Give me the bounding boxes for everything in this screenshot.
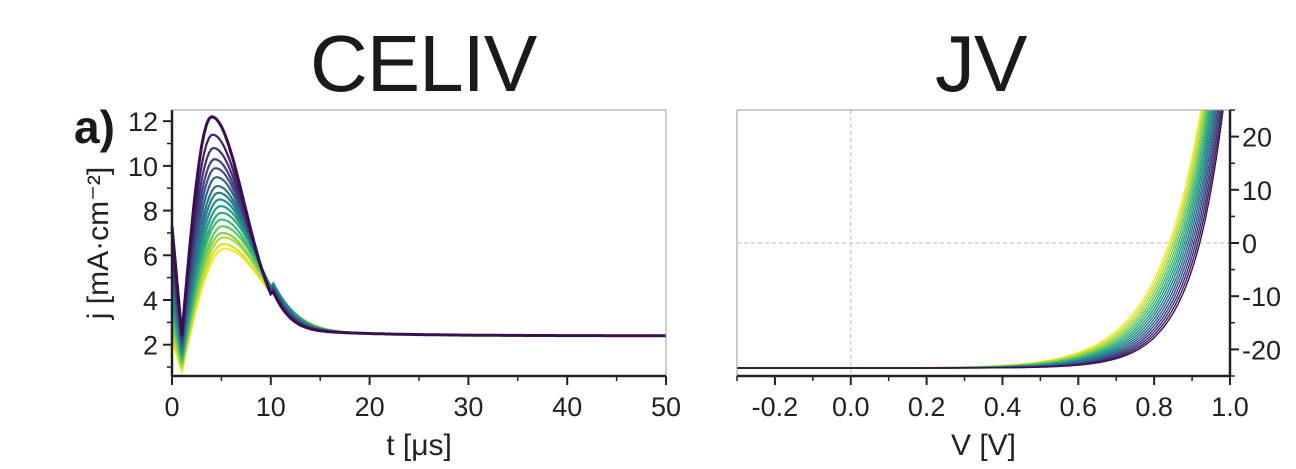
celiv-x-tick-label: 10: [256, 392, 286, 422]
jv-x-tick-label: -0.2: [752, 392, 799, 422]
jv-x-tick-label: 0.6: [1060, 392, 1098, 422]
jv-x-tick-label: 0.2: [908, 392, 946, 422]
celiv-series-line: [170, 115, 666, 338]
celiv-series-line: [170, 242, 666, 370]
jv-x-tick-label: 0.4: [984, 392, 1022, 422]
jv-chart-title: JV: [935, 19, 1027, 108]
celiv-series-line: [170, 218, 666, 361]
jv-series-line: [737, 110, 1216, 369]
jv-series-group: [737, 110, 1224, 369]
panel-label: a): [74, 101, 115, 153]
jv-x-tick-label: 0.8: [1135, 392, 1173, 422]
celiv-x-tick-label: 50: [651, 392, 681, 422]
jv-series-line: [737, 110, 1223, 369]
celiv-y-tick-label: 4: [143, 286, 158, 316]
celiv-series-line: [170, 247, 666, 376]
celiv-x-tick-label: 20: [355, 392, 385, 422]
jv-x-axis-label: V [V]: [951, 429, 1016, 462]
celiv-series-line: [170, 167, 666, 345]
celiv-x-tick-label: 40: [552, 392, 582, 422]
celiv-chart-title: CELIV: [310, 19, 537, 108]
jv-x-tick-label: 0.0: [832, 392, 870, 422]
celiv-series-line: [170, 231, 666, 366]
jv-y-tick-label: 10: [1242, 176, 1272, 206]
celiv-y-tick-label: 12: [128, 107, 158, 137]
celiv-y-tick-label: 6: [143, 241, 158, 271]
celiv-y-axis-label: j [mA·cm⁻²]: [82, 167, 115, 320]
jv-chart: -0.2 0.0 0.2 0.4 0.6 0.8 1.0 20 10 0 -10 -20 V [V]: [736, 109, 1281, 462]
jv-y-tick-label: 20: [1242, 123, 1272, 153]
celiv-chart: 0 10 20 30 40 50 2 4 6 8 10 12 t [μs] j [mA·cm⁻²]: [82, 107, 681, 462]
celiv-y-tick-label: 10: [128, 152, 158, 182]
jv-y-tick-label: -10: [1242, 282, 1281, 312]
celiv-series-line: [170, 225, 666, 363]
jv-series-line: [737, 110, 1224, 369]
jv-y-tick-label: 0: [1242, 229, 1257, 259]
celiv-y-tick-label: 2: [143, 331, 158, 361]
celiv-x-axis-label: t [μs]: [386, 429, 452, 462]
celiv-series-line: [170, 236, 666, 368]
jv-x-tick-label: 1.0: [1211, 392, 1249, 422]
celiv-x-tick-label: 30: [453, 392, 483, 422]
celiv-y-tick-label: 8: [143, 197, 158, 227]
jv-y-tick-label: -20: [1242, 335, 1281, 365]
celiv-x-tick-label: 0: [164, 392, 179, 422]
